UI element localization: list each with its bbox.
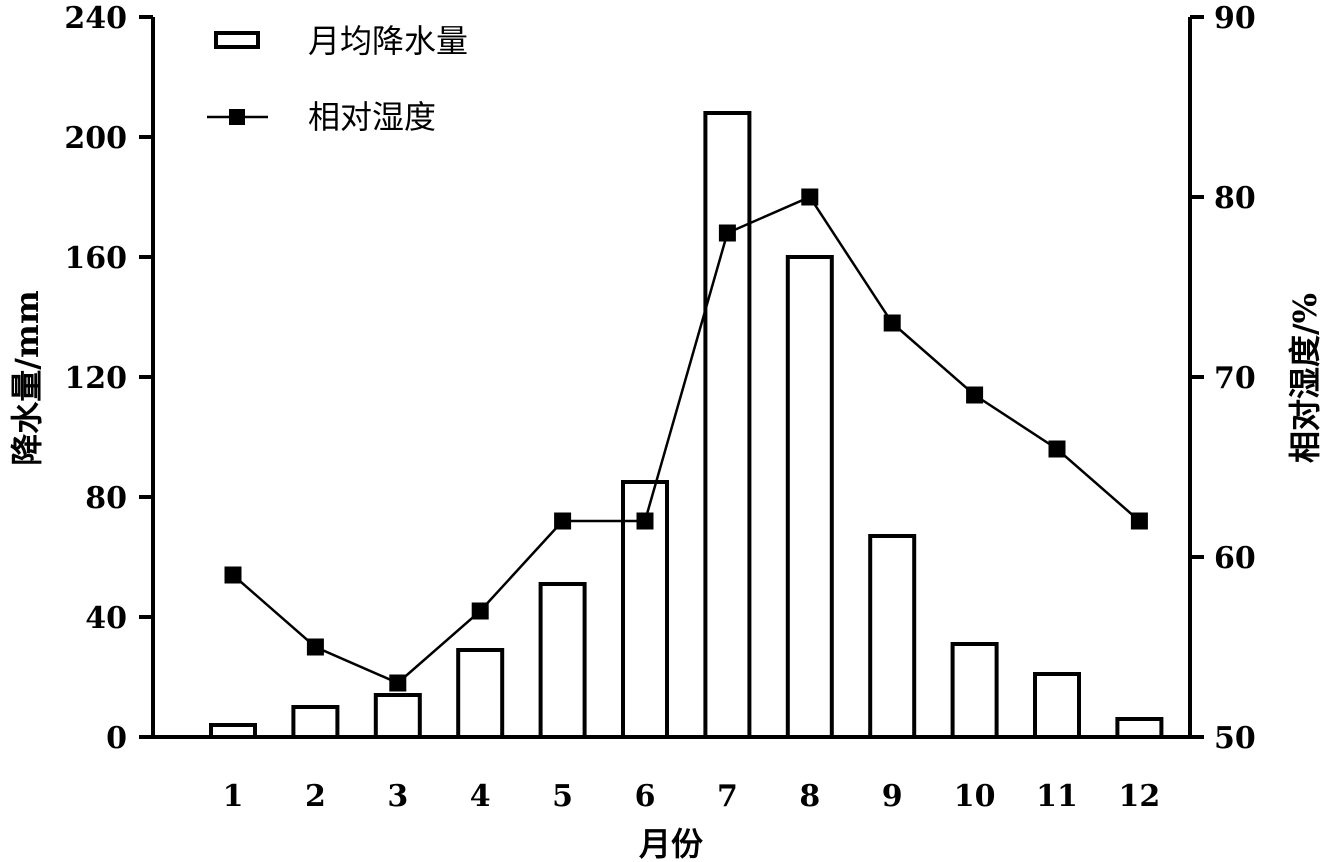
humidity-point-6: [636, 512, 654, 530]
precipitation-bars: [209, 111, 1164, 739]
bar-month-2: [291, 705, 340, 739]
legend-marker-swatch: [229, 109, 245, 125]
humidity-point-12: [1130, 512, 1148, 530]
left-tick-label: 120: [64, 361, 127, 396]
bar-month-12: [1115, 717, 1164, 739]
x-tick-label: 1: [223, 779, 244, 814]
bar-month-5: [538, 582, 587, 739]
left-tick-label: 240: [64, 1, 127, 36]
humidity-point-10: [966, 386, 984, 404]
x-axis-title: 月份: [639, 825, 703, 862]
humidity-line: [232, 195, 1141, 685]
left-tick-label: 160: [64, 241, 127, 276]
bar-month-8: [785, 255, 834, 739]
humidity-point-4: [471, 602, 489, 620]
humidity-point-7: [718, 224, 736, 242]
humidity-point-2: [306, 638, 324, 656]
x-tick-label: 5: [552, 779, 573, 814]
x-tick-label: 11: [1036, 779, 1078, 814]
legend-bar-swatch: [214, 31, 260, 49]
bar-month-7: [703, 111, 752, 739]
legend-label-humidity: 相对湿度: [308, 98, 436, 136]
legend: 月均降水量 相对湿度: [207, 22, 468, 136]
left-tick-label: 80: [85, 481, 127, 516]
x-tick-label: 7: [717, 779, 738, 814]
humidity-point-8: [801, 188, 819, 206]
left-axis-title: 降水量/mm: [8, 290, 46, 466]
left-axis-ticks: 0 40 80 120 160 200 240: [64, 1, 153, 756]
bar-month-10: [950, 642, 999, 739]
right-tick-label: 60: [1214, 541, 1256, 576]
right-axis-title: 相对湿度/%: [1286, 293, 1324, 463]
x-tick-label: 8: [799, 779, 820, 814]
humidity-point-3: [389, 674, 407, 692]
left-tick-label: 0: [106, 721, 127, 756]
x-axis-ticks: 1 2 3 4 5 6 7 8 9 10 11 12: [223, 779, 1161, 814]
x-tick-label: 4: [470, 779, 491, 814]
x-tick-label: 3: [387, 779, 408, 814]
left-tick-label: 200: [64, 121, 127, 156]
humidity-line-series: [224, 188, 1148, 692]
x-tick-label: 9: [882, 779, 903, 814]
bar-month-11: [1033, 672, 1081, 739]
humidity-point-11: [1048, 440, 1066, 458]
bar-month-1: [209, 723, 257, 739]
x-tick-label: 2: [305, 779, 326, 814]
bar-month-4: [456, 648, 505, 739]
right-tick-label: 70: [1214, 361, 1256, 396]
humidity-point-9: [883, 314, 901, 332]
x-tick-label: 12: [1119, 779, 1161, 814]
right-tick-label: 80: [1214, 181, 1256, 216]
right-tick-label: 90: [1214, 1, 1256, 36]
x-tick-label: 10: [954, 779, 996, 814]
humidity-point-1: [224, 566, 242, 584]
x-tick-label: 6: [635, 779, 656, 814]
bar-month-9: [868, 534, 917, 739]
right-axis-ticks: 50 60 70 80 90: [1190, 1, 1256, 756]
legend-label-precipitation: 月均降水量: [308, 22, 468, 60]
humidity-point-5: [554, 512, 572, 530]
bar-month-3: [373, 693, 422, 739]
left-tick-label: 40: [85, 601, 127, 636]
right-tick-label: 50: [1214, 721, 1256, 756]
